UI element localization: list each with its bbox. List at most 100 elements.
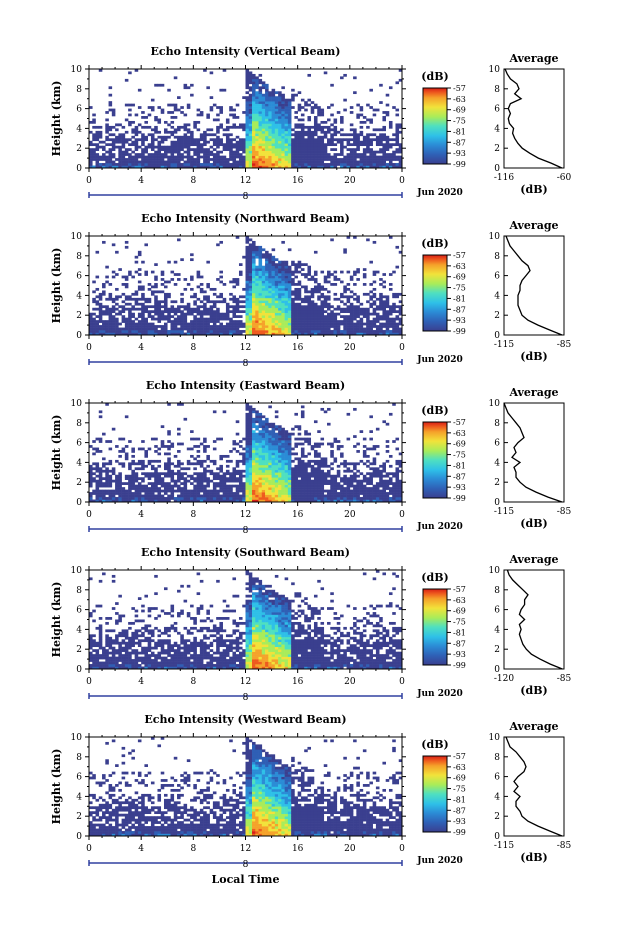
heatmap-cell: [268, 120, 272, 124]
heatmap-cell: [258, 96, 263, 99]
heatmap-cell: [190, 437, 194, 441]
heatmap-cell: [118, 484, 122, 488]
heatmap-cell: [222, 160, 227, 164]
heatmap-cell: [137, 287, 142, 291]
heatmap-cell: [252, 73, 256, 77]
heatmap-cell: [297, 297, 302, 301]
heatmap-cell: [310, 111, 315, 114]
profile-y-tick-label: 6: [494, 272, 500, 282]
heatmap-cell: [242, 148, 246, 151]
heatmap-cell: [300, 133, 305, 137]
heatmap-cell: [310, 484, 315, 488]
heatmap-cell: [124, 283, 129, 286]
heatmap-cell: [128, 123, 132, 127]
heatmap-cell: [190, 474, 194, 478]
heatmap-cell: [212, 165, 217, 169]
heatmap-cell: [89, 499, 93, 503]
heatmap-cell: [278, 487, 282, 490]
heatmap-cell: [258, 290, 263, 294]
heatmap-cell: [252, 148, 256, 151]
heatmap-cell: [95, 479, 100, 483]
heatmap-cell: [212, 140, 217, 144]
heatmap-cell: [317, 327, 321, 331]
heatmap-cell: [274, 307, 279, 311]
heatmap-cell: [291, 300, 295, 304]
heatmap-cell: [284, 120, 289, 124]
heatmap-cell: [313, 489, 318, 493]
heatmap-cell: [265, 258, 269, 262]
heatmap-cell: [304, 320, 308, 323]
heatmap-cell: [372, 163, 377, 166]
heatmap-cell: [271, 143, 276, 147]
heatmap-cell: [284, 260, 289, 264]
heatmap-cell: [278, 96, 282, 99]
heatmap-cell: [287, 113, 292, 117]
heatmap-cell: [274, 300, 279, 304]
heatmap-cell: [147, 300, 152, 304]
heatmap-cell: [294, 330, 298, 333]
heatmap-cell: [353, 273, 357, 276]
heatmap-cell: [304, 464, 308, 468]
heatmap-cell: [160, 445, 165, 448]
heatmap-cell: [154, 275, 158, 279]
heatmap-cell: [144, 270, 148, 274]
y-tick-label: 2: [76, 144, 82, 154]
heatmap-cell: [238, 153, 243, 156]
heatmap-cell: [196, 437, 201, 441]
heatmap-cell: [274, 315, 279, 318]
heatmap-cell: [203, 160, 207, 164]
heatmap-cell: [395, 265, 400, 269]
heatmap-cell: [346, 295, 351, 299]
heatmap-cell: [333, 118, 338, 122]
heatmap-cell: [340, 120, 344, 124]
heatmap-cell: [203, 499, 207, 503]
heatmap-cell: [313, 287, 318, 291]
heatmap-cell: [105, 440, 109, 443]
heatmap-cell: [167, 484, 171, 488]
heatmap-cell: [297, 295, 302, 299]
heatmap-cell: [287, 474, 292, 478]
heatmap-cell: [284, 459, 289, 463]
heatmap-cell: [105, 477, 109, 481]
heatmap-cell: [284, 125, 289, 129]
heatmap-cell: [284, 300, 289, 304]
heatmap-cell: [313, 150, 318, 154]
heatmap-cell: [167, 472, 171, 476]
heatmap-cell: [199, 462, 204, 466]
heatmap-cell: [291, 494, 295, 498]
heatmap-cell: [265, 143, 269, 147]
heatmap-cell: [385, 143, 390, 147]
heatmap-cell: [252, 116, 256, 119]
heatmap-cell: [245, 101, 250, 104]
heatmap-cell: [359, 320, 364, 323]
heatmap-cell: [134, 125, 139, 129]
heatmap-cell: [274, 484, 279, 488]
heatmap-cell: [297, 145, 302, 149]
heatmap-cell: [274, 427, 279, 431]
heatmap-cell: [353, 133, 357, 137]
heatmap-cell: [291, 492, 295, 495]
heatmap-cell: [320, 113, 325, 117]
heatmap-cell: [248, 330, 253, 333]
heatmap-cell: [255, 165, 259, 169]
heatmap-cell: [134, 160, 139, 164]
heatmap-cell: [219, 295, 223, 299]
heatmap-cell: [154, 459, 158, 463]
heatmap-cell: [128, 310, 132, 314]
heatmap-cell: [137, 332, 142, 336]
heatmap-cell: [310, 315, 315, 318]
heatmap-cell: [300, 155, 305, 159]
heatmap-cell: [327, 320, 331, 323]
heatmap-cell: [193, 494, 197, 498]
heatmap-cell: [252, 317, 256, 321]
heatmap-cell: [346, 322, 351, 326]
heatmap-cell: [252, 160, 256, 164]
heatmap-cell: [255, 417, 259, 421]
heatmap-cell: [340, 76, 344, 80]
heatmap-cell: [261, 310, 266, 314]
heatmap-cell: [115, 487, 119, 490]
heatmap-cell: [206, 445, 210, 448]
heatmap-cell: [144, 138, 148, 142]
heatmap-cell: [209, 310, 214, 314]
heatmap-cell: [131, 312, 135, 316]
